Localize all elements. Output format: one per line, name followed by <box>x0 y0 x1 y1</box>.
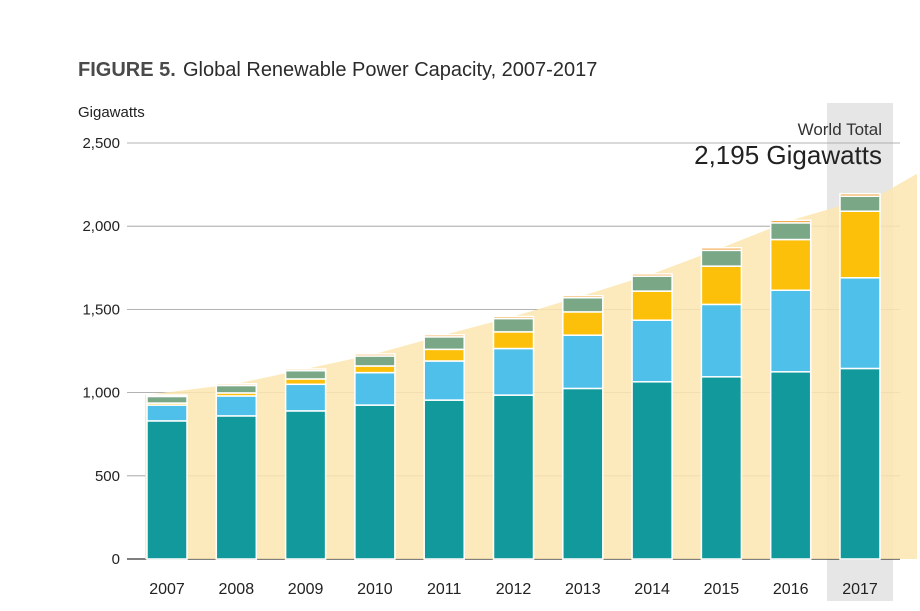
bar-segment-2007-4 <box>146 395 188 404</box>
bar-segment-2011-3 <box>423 348 465 362</box>
bar-segment-2011-4 <box>423 336 465 351</box>
bar-segment-2013-2 <box>562 334 604 390</box>
bar-segment-2014-4 <box>631 275 673 292</box>
bar-segment-2011-1 <box>423 399 465 560</box>
x-tick-label: 2007 <box>149 581 185 598</box>
x-tick-labels: 2007 2008 2009 2010 2011 2012 2013 2014 2015 2016… <box>149 581 878 598</box>
bar-segment-2017-3 <box>839 210 881 279</box>
bar-segment-2017-1 <box>839 367 881 560</box>
x-tick-label: 2015 <box>704 581 740 598</box>
bar-segment-2009-1 <box>284 410 327 560</box>
figure-title: Global Renewable Power Capacity, 2007-20… <box>183 59 597 81</box>
x-tick-label: 2016 <box>773 581 809 598</box>
bar-segment-2012-2 <box>492 347 535 396</box>
y-axis-label: Gigawatts <box>78 104 145 121</box>
bar-segment-2015-5 <box>700 247 743 252</box>
bar-segment-2007-5 <box>146 394 188 398</box>
bar-segment-2010-2 <box>354 371 396 406</box>
x-tick-label: 2014 <box>634 581 670 598</box>
bar-segment-2013-5 <box>562 295 604 299</box>
bar-segment-2007-2 <box>146 404 188 422</box>
bar-segment-2016-1 <box>769 371 812 560</box>
bar-segment-2011-5 <box>423 334 465 338</box>
bar-segment-2014-3 <box>631 290 673 321</box>
bar-segment-2009-4 <box>284 369 327 380</box>
bar-segment-2009-3 <box>284 378 327 386</box>
bar-segment-2012-1 <box>492 394 535 560</box>
bar-segment-2014-1 <box>631 381 673 560</box>
bar-segment-2017-2 <box>839 277 881 370</box>
bar-segment-2009-5 <box>284 368 327 372</box>
bar-segment-2012-5 <box>492 315 535 320</box>
bar-segment-2016-3 <box>769 238 812 292</box>
bar-segment-2010-4 <box>354 355 396 367</box>
bar-segment-2016-2 <box>769 289 812 373</box>
y-tick-labels: 0 500 1,000 1,500 2,000 2,500 <box>82 135 120 568</box>
bar-segment-2010-5 <box>354 353 396 357</box>
bar-segment-2015-3 <box>700 265 743 306</box>
y-tick-label: 1,000 <box>82 385 120 402</box>
y-tick-label: 500 <box>95 468 120 485</box>
world-total-value: 2,195 Gigawatts <box>694 140 882 170</box>
bar-segment-2015-1 <box>700 376 743 560</box>
bar-segment-2010-3 <box>354 365 396 374</box>
x-tick-label: 2008 <box>219 581 255 598</box>
bar-segment-2013-1 <box>562 387 604 560</box>
y-tick-label: 2,000 <box>82 218 120 235</box>
x-tick-label: 2011 <box>427 581 462 598</box>
bar-segment-2015-4 <box>700 249 743 267</box>
bar-segment-2013-4 <box>562 297 604 313</box>
bar-segment-2009-2 <box>284 383 327 412</box>
bar-segment-2014-2 <box>631 319 673 383</box>
x-tick-label: 2013 <box>565 581 601 598</box>
world-total-label: World Total <box>798 120 882 139</box>
bar-segment-2014-5 <box>631 273 673 277</box>
x-tick-label: 2017 <box>842 581 878 598</box>
x-tick-label: 2009 <box>288 581 324 598</box>
bar-segment-2016-5 <box>769 219 812 224</box>
bar-segment-2017-5 <box>839 193 881 197</box>
x-tick-label: 2012 <box>496 581 532 598</box>
x-tick-label: 2010 <box>357 581 393 598</box>
bar-segment-2011-2 <box>423 360 465 401</box>
bar-segment-2007-1 <box>146 420 188 560</box>
bar-segment-2012-3 <box>492 331 535 350</box>
bar-segment-2008-5 <box>215 383 258 387</box>
bar-segment-2015-2 <box>700 303 743 378</box>
bar-segment-2017-4 <box>839 195 881 212</box>
bars-layer <box>146 193 881 560</box>
y-tick-label: 2,500 <box>82 135 120 152</box>
bar-segment-2010-1 <box>354 404 396 560</box>
bar-segment-2013-3 <box>562 311 604 336</box>
bar-segment-2008-1 <box>215 415 258 560</box>
bar-segment-2008-4 <box>215 384 258 394</box>
y-tick-label: 0 <box>112 551 120 568</box>
bar-segment-2012-4 <box>492 317 535 333</box>
y-tick-label: 1,500 <box>82 301 120 318</box>
bar-segment-2008-2 <box>215 395 258 417</box>
bar-segment-2016-4 <box>769 222 812 241</box>
figure-label: FIGURE 5. <box>78 59 176 81</box>
